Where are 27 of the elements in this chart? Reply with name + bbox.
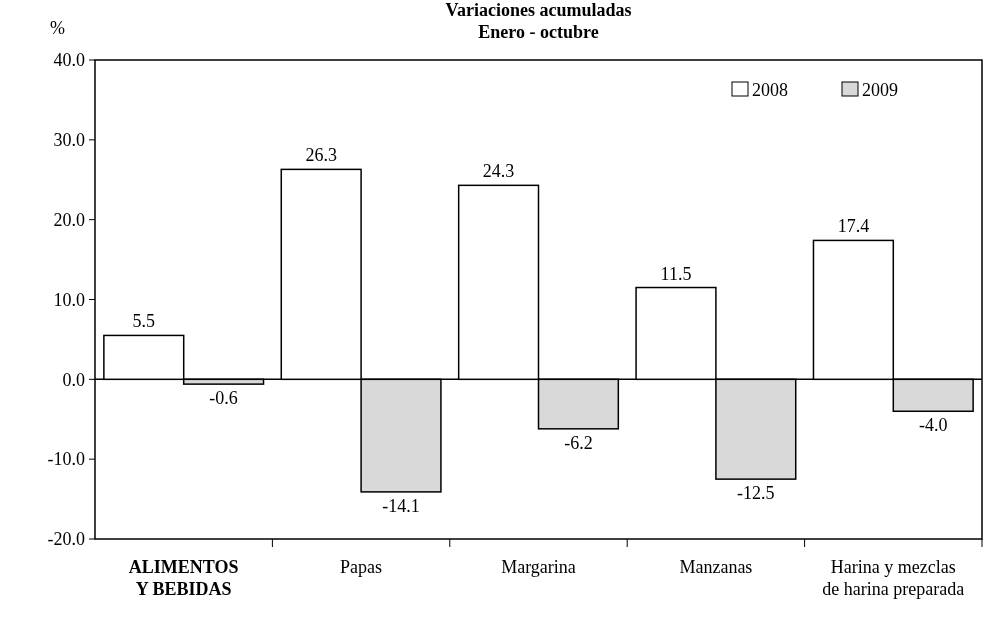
data-label: 24.3 bbox=[482, 161, 515, 182]
data-label: 26.3 bbox=[305, 145, 337, 166]
x-tick-label: Manzanas bbox=[679, 557, 753, 577]
chart-subtitle: Enero - octubre bbox=[478, 22, 599, 42]
legend-label: 2009 bbox=[862, 80, 898, 101]
data-label: -0.6 bbox=[209, 388, 238, 409]
data-label: 11.5 bbox=[660, 263, 692, 284]
data-label: 5.5 bbox=[132, 311, 156, 332]
y-tick-label: 20.0 bbox=[53, 209, 85, 230]
x-tick-label: Harina y mezclas de harina preparada bbox=[822, 557, 965, 599]
y-axis-title: % bbox=[50, 18, 65, 38]
y-tick-label: 10.0 bbox=[53, 289, 85, 310]
x-tick-label: Margarina bbox=[501, 557, 576, 577]
y-tick-label: 40.0 bbox=[53, 50, 85, 71]
y-tick-label: 30.0 bbox=[53, 130, 85, 151]
data-label: -6.2 bbox=[564, 432, 593, 453]
x-tick-label: Papas bbox=[340, 557, 383, 577]
y-tick-label: -20.0 bbox=[47, 529, 85, 550]
data-label: -14.1 bbox=[382, 495, 420, 516]
y-tick-label: 0.0 bbox=[62, 369, 85, 390]
chart-title: Variaciones acumuladas bbox=[445, 0, 632, 20]
data-label: -4.0 bbox=[918, 415, 948, 436]
data-label: 17.4 bbox=[837, 216, 870, 237]
x-tick-label: ALIMENTOS Y BEBIDAS bbox=[128, 557, 239, 599]
legend-label: 2008 bbox=[752, 80, 788, 101]
data-label: -12.5 bbox=[737, 483, 775, 504]
y-tick-label: -10.0 bbox=[47, 449, 85, 470]
